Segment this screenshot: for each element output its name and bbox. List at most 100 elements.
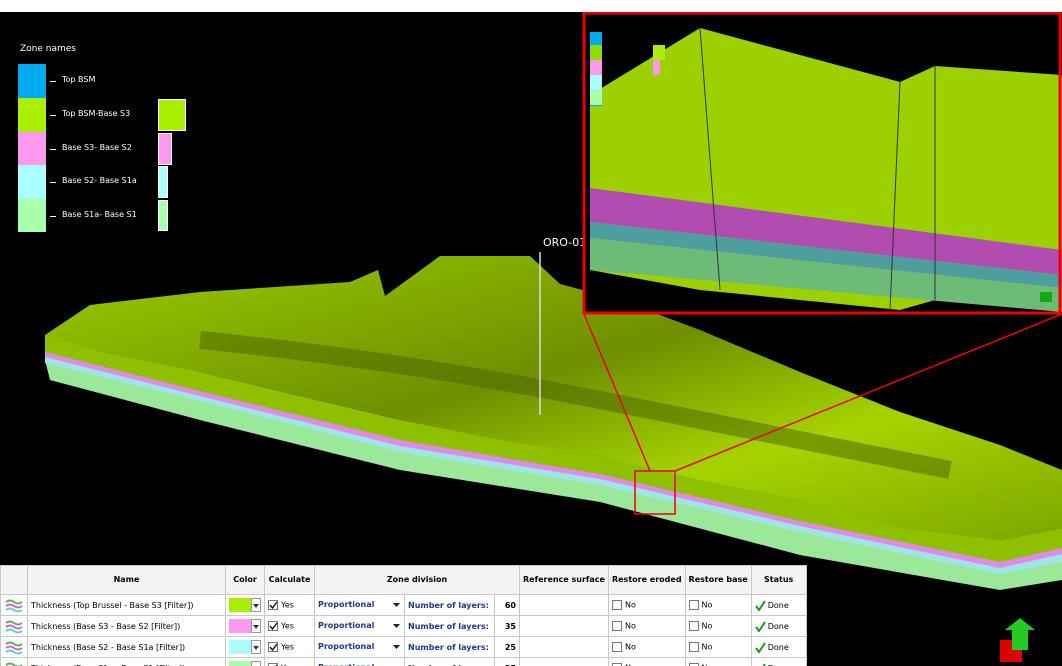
icon — [253, 646, 259, 650]
reference-surface — [519, 615, 609, 637]
icon — [754, 641, 766, 654]
restore-base-value: No — [701, 642, 713, 652]
color-swatch — [229, 661, 251, 666]
method-dropdown[interactable] — [393, 621, 401, 631]
calculate-value: Yes — [281, 664, 294, 666]
checkbox[interactable] — [611, 621, 622, 631]
checkbox[interactable] — [268, 663, 278, 666]
icon — [5, 620, 23, 634]
status-value: Done — [768, 664, 789, 666]
color-dropdown[interactable] — [251, 661, 261, 666]
color-dropdown[interactable] — [251, 619, 261, 633]
calculate-value: Yes — [281, 600, 294, 610]
icon — [393, 603, 400, 607]
legend-zone-bar — [158, 133, 172, 165]
zone-icon — [0, 615, 28, 637]
table-row[interactable]: Thickness (Base S3 - Base S2 [Filter]) Ye… — [0, 615, 807, 637]
method-dropdown[interactable] — [393, 642, 401, 652]
method-value: Proportional — [318, 600, 375, 609]
legend-tick — [50, 215, 56, 217]
color-swatch — [229, 619, 251, 633]
checkbox[interactable] — [268, 600, 278, 610]
icon — [269, 643, 278, 652]
table-header: Name Color Calculate Zone division Reference… — [0, 565, 807, 595]
legend-label: Top BSM-Base S3 — [62, 109, 131, 118]
inset-shape — [699, 27, 721, 291]
inset-shape — [590, 45, 602, 60]
checkbox[interactable] — [611, 663, 622, 666]
layers-value: 25 — [494, 636, 520, 658]
method-cell: Proportional — [314, 615, 405, 637]
zoom-connector — [674, 313, 1062, 472]
checkbox[interactable] — [611, 600, 622, 610]
color-dropdown[interactable] — [251, 640, 261, 654]
method-dropdown[interactable] — [393, 600, 401, 610]
status-cell: Done — [750, 615, 807, 637]
color-swatch — [229, 598, 251, 612]
inset-shape — [590, 188, 1062, 275]
restore-base: No — [684, 594, 752, 616]
icon — [253, 625, 259, 629]
color-cell — [225, 594, 265, 616]
color-dropdown[interactable] — [251, 598, 261, 612]
restore-base: No — [684, 615, 752, 637]
legend-swatch — [18, 64, 46, 98]
terrain-shading — [199, 331, 952, 479]
zone-icon — [0, 594, 28, 616]
legend-zone-bar — [158, 99, 186, 131]
layers-value: 60 — [494, 594, 520, 616]
color-cell — [225, 636, 265, 658]
division-label: Number of layers: — [404, 636, 495, 658]
inset-shape — [590, 60, 602, 75]
method-cell: Proportional — [314, 657, 405, 666]
legend-label: Base S2- Base S1a — [62, 176, 137, 185]
column-header: Name — [27, 565, 226, 595]
calculate-value: Yes — [281, 642, 294, 652]
calculate-cell: Yes — [264, 636, 315, 658]
table-row[interactable]: Thickness (Base S2 - Base S1a [Filter]) Y… — [0, 636, 807, 658]
checkbox[interactable] — [688, 663, 699, 666]
color-cell — [225, 615, 265, 637]
checkbox[interactable] — [688, 621, 699, 631]
inset-shape — [1005, 618, 1035, 650]
zoom-box — [634, 470, 676, 515]
column-header: Restore eroded — [607, 565, 686, 595]
icon — [393, 624, 400, 628]
checkbox[interactable] — [268, 642, 278, 652]
table-row[interactable]: Thickness (Base S1a - Base S1 [Filter]) Y… — [0, 657, 807, 666]
status-value: Done — [767, 600, 789, 610]
legend-swatch — [18, 165, 46, 199]
calculate-cell: Yes — [264, 615, 315, 637]
inset-shape — [889, 81, 901, 311]
legend-label: Base S3- Base S2 — [62, 142, 132, 152]
legend-tick — [50, 115, 56, 116]
division-label: Number of layers: — [404, 615, 495, 637]
inset-shape — [653, 45, 665, 60]
restore-eroded: No — [607, 615, 686, 637]
checkbox[interactable] — [268, 621, 278, 631]
legend-label: Base S1a- Base S1 — [62, 209, 137, 219]
table-body: Thickness (Top Brussel - Base S3 [Filter… — [0, 594, 807, 666]
icon — [761, 662, 766, 666]
legend-zone-bar — [158, 166, 168, 198]
method-value: Proportional — [318, 663, 374, 666]
reference-surface — [519, 594, 609, 616]
zone-table: Name Color Calculate Zone division Reference… — [0, 565, 807, 666]
icon — [5, 599, 23, 613]
checkbox[interactable] — [611, 642, 622, 652]
legend-title: Zone names — [20, 44, 76, 54]
zone-icon — [0, 657, 28, 666]
zone-name: Thickness (Base S3 - Base S2 [Filter]) — [27, 615, 226, 637]
zone-icon — [0, 636, 28, 658]
checkbox[interactable] — [688, 600, 699, 610]
inset-shape — [582, 12, 1062, 315]
legend-tick — [50, 182, 56, 183]
division-label: Number of layers: — [404, 594, 495, 616]
icon — [269, 601, 278, 610]
column-header: Zone division — [314, 565, 520, 595]
method-value: Proportional — [318, 642, 375, 651]
checkbox[interactable] — [688, 642, 699, 652]
restore-base-value: No — [702, 664, 713, 666]
table-row[interactable]: Thickness (Top Brussel - Base S3 [Filter… — [0, 594, 807, 616]
